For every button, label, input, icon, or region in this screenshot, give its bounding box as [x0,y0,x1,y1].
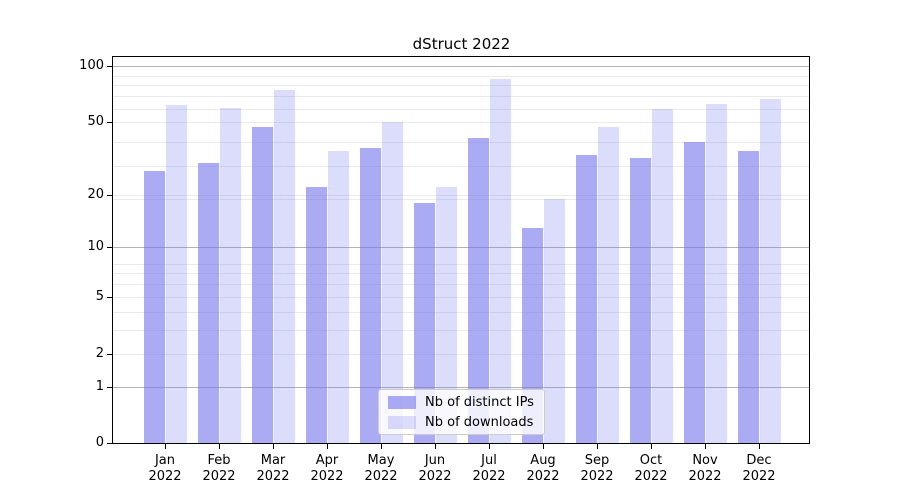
bar-downloads-sep [597,127,619,443]
minor-gridline [113,311,809,313]
legend-label-distinct-ips: Nb of distinct IPs [425,394,534,410]
y-tick-label: 1 [95,378,104,394]
bar-distinct-ips-oct [629,157,651,443]
bar-downloads-jul [489,78,511,443]
x-tick-label: Apr 2022 [310,453,344,484]
minor-gridline [113,273,809,275]
y-tick-mark [107,66,112,68]
legend-row: Nb of downloads [388,414,535,431]
bar-distinct-ips-jul [467,138,489,443]
bar-distinct-ips-sep [575,155,597,443]
legend-row: Nb of distinct IPs [388,394,535,411]
bar-downloads-nov [705,103,727,443]
y-tick-mark [107,247,112,249]
y-tick-label: 20 [87,186,104,202]
minor-gridline [113,75,809,77]
minor-gridline [113,263,809,265]
x-tick-label: Nov 2022 [688,453,722,484]
legend-label-downloads: Nb of downloads [425,414,534,430]
bar-downloads-feb [219,107,241,443]
x-tick-label: Jun 2022 [418,453,452,484]
minor-gridline [113,108,809,110]
chart-title: dStruct 2022 [412,35,511,53]
minor-gridline [113,198,809,200]
x-tick-label: Jul 2022 [472,453,506,484]
minor-gridline [113,96,809,98]
major-gridline [113,247,809,249]
y-tick-label: 50 [87,114,104,130]
bar-distinct-ips-jun [413,202,435,443]
legend-swatch-downloads [388,415,416,429]
x-tick-mark [273,444,274,449]
x-tick-mark [327,444,328,449]
y-tick-label: 0 [95,435,104,451]
bar-downloads-aug [543,198,565,443]
bar-distinct-ips-nov [683,142,705,443]
x-tick-label: Feb 2022 [202,453,236,484]
y-tick-label: 5 [95,288,104,304]
bar-downloads-may [381,122,403,443]
bar-downloads-oct [651,108,673,443]
x-tick-mark [219,444,220,449]
bar-downloads-jun [435,187,457,443]
x-tick-mark [381,444,382,449]
y-tick-mark [107,353,112,355]
bar-distinct-ips-may [359,148,381,443]
x-tick-label: Sep 2022 [580,453,614,484]
x-tick-mark [597,444,598,449]
minor-gridline [113,122,809,124]
y-tick-label: 100 [79,58,104,74]
x-tick-label: Mar 2022 [256,453,290,484]
y-tick-mark [107,386,112,388]
x-tick-label: Jan 2022 [148,453,182,484]
bar-downloads-jan [165,104,187,443]
major-gridline [113,386,809,388]
minor-gridline [113,85,809,87]
legend-swatch-distinct-ips [388,395,416,409]
x-tick-mark [435,444,436,449]
bar-distinct-ips-dec [737,150,759,443]
x-tick-mark [489,444,490,449]
y-tick-mark [107,443,112,445]
x-tick-mark [543,444,544,449]
bar-downloads-dec [759,98,781,443]
bar-downloads-mar [273,89,295,443]
bar-distinct-ips-feb [197,162,219,443]
minor-gridline [113,142,809,143]
y-tick-mark [107,194,112,196]
y-tick-label: 2 [95,345,104,361]
y-tick-mark [107,296,112,298]
x-tick-mark [165,444,166,449]
minor-gridline [113,296,809,298]
bar-distinct-ips-mar [251,127,273,443]
major-gridline [113,66,809,68]
minor-gridline [113,165,809,167]
x-tick-label: Oct 2022 [634,453,668,484]
y-tick-label: 10 [87,239,104,255]
bar-downloads-apr [327,150,349,443]
minor-gridline [113,194,809,196]
minor-gridline [113,353,809,355]
y-tick-mark [107,122,112,124]
x-tick-label: Aug 2022 [526,453,560,484]
x-tick-label: May 2022 [364,453,398,484]
x-tick-mark [651,444,652,449]
bar-distinct-ips-jan [143,171,165,443]
bar-distinct-ips-apr [305,187,327,443]
x-tick-mark [759,444,760,449]
x-tick-label: Dec 2022 [742,453,776,484]
minor-gridline [113,330,809,332]
x-tick-mark [705,444,706,449]
minor-gridline [113,284,809,286]
legend: Nb of distinct IPs Nb of downloads [378,389,545,435]
